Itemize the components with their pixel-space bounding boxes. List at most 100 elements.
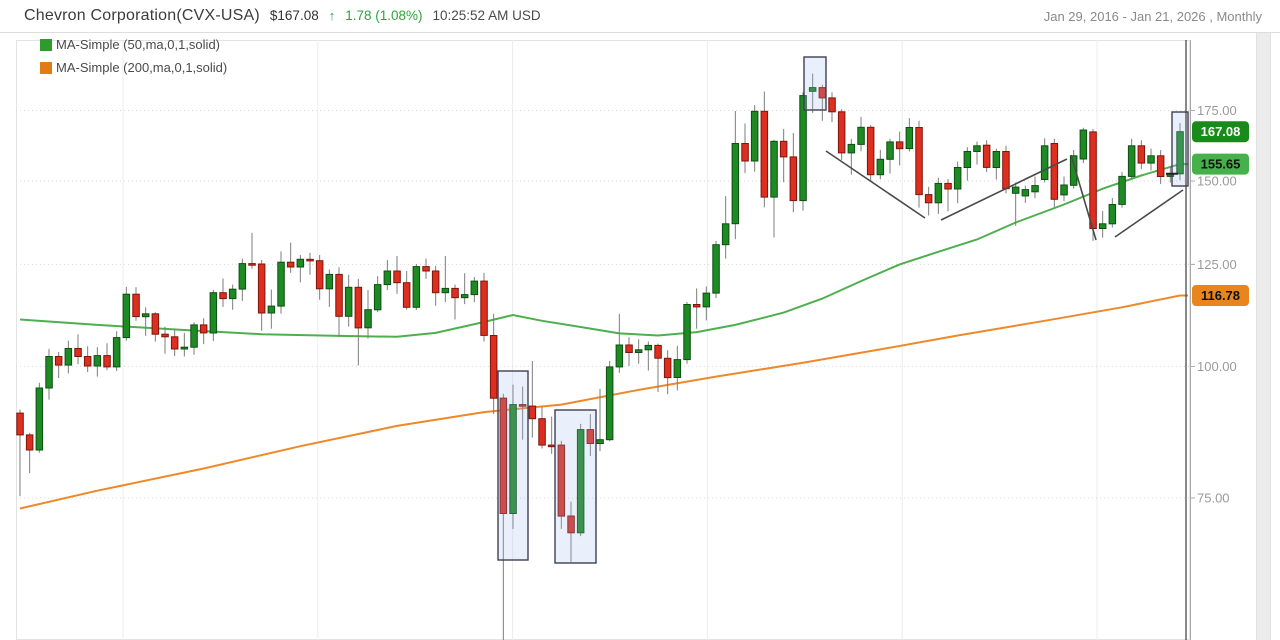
candle[interactable] xyxy=(141,313,150,318)
candle[interactable] xyxy=(364,309,372,329)
candle[interactable] xyxy=(1002,151,1010,190)
trendline[interactable] xyxy=(825,150,926,219)
candle[interactable] xyxy=(1069,155,1078,186)
candle[interactable] xyxy=(170,336,179,350)
candle[interactable] xyxy=(953,167,962,190)
legend-item-ma200[interactable]: MA-Simple (200,ma,0,1,solid) xyxy=(40,56,227,79)
candle[interactable] xyxy=(1089,131,1097,229)
candle[interactable] xyxy=(277,261,285,307)
candle[interactable] xyxy=(808,87,817,92)
candle[interactable] xyxy=(992,151,1001,168)
candle[interactable] xyxy=(373,284,382,311)
candle[interactable] xyxy=(586,429,595,445)
candle[interactable] xyxy=(973,145,981,153)
candle[interactable] xyxy=(654,344,662,359)
candle[interactable] xyxy=(238,263,247,290)
candle[interactable] xyxy=(248,263,256,266)
candle[interactable] xyxy=(151,313,160,335)
candle[interactable] xyxy=(905,127,914,150)
candle[interactable] xyxy=(770,140,778,198)
candles-layer[interactable] xyxy=(16,73,1184,640)
candle[interactable] xyxy=(683,304,691,361)
candle[interactable] xyxy=(789,156,798,202)
candle[interactable] xyxy=(228,288,237,300)
candle[interactable] xyxy=(325,273,334,290)
candle[interactable] xyxy=(412,266,421,308)
candle[interactable] xyxy=(122,293,131,339)
candle[interactable] xyxy=(460,294,469,299)
candle[interactable] xyxy=(721,223,730,246)
candle[interactable] xyxy=(866,126,875,176)
candle[interactable] xyxy=(257,263,266,314)
candle[interactable] xyxy=(383,270,392,286)
candle[interactable] xyxy=(1021,189,1030,197)
candle[interactable] xyxy=(16,412,24,436)
candle[interactable] xyxy=(567,515,575,534)
candle[interactable] xyxy=(760,110,769,198)
candle[interactable] xyxy=(895,141,904,150)
candle[interactable] xyxy=(93,355,102,367)
candle[interactable] xyxy=(180,346,189,350)
candle[interactable] xyxy=(673,359,682,379)
candle[interactable] xyxy=(934,182,943,204)
candle[interactable] xyxy=(528,405,537,420)
candle[interactable] xyxy=(83,356,92,367)
candle[interactable] xyxy=(112,337,121,368)
trendline[interactable] xyxy=(940,158,1068,221)
candle[interactable] xyxy=(45,356,53,389)
candle[interactable] xyxy=(209,292,218,334)
candle[interactable] xyxy=(799,95,807,202)
candle[interactable] xyxy=(296,258,305,268)
candle[interactable] xyxy=(1137,145,1146,164)
annotation-box[interactable] xyxy=(554,409,597,564)
candle[interactable] xyxy=(470,280,479,296)
right-scroll-gutter[interactable] xyxy=(1256,33,1271,640)
candle[interactable] xyxy=(828,97,836,113)
candle[interactable] xyxy=(1118,175,1126,205)
candle[interactable] xyxy=(634,349,643,353)
candle[interactable] xyxy=(644,344,653,351)
trendline[interactable] xyxy=(1114,189,1184,238)
candle[interactable] xyxy=(605,366,614,441)
candle[interactable] xyxy=(779,140,788,158)
candle[interactable] xyxy=(1079,129,1088,160)
candle[interactable] xyxy=(499,397,508,515)
candle[interactable] xyxy=(441,287,450,294)
candle[interactable] xyxy=(886,141,894,160)
candle[interactable] xyxy=(847,143,856,154)
candle[interactable] xyxy=(35,387,44,451)
candle[interactable] xyxy=(963,151,972,168)
trendline[interactable] xyxy=(1070,154,1097,241)
candle[interactable] xyxy=(1127,145,1136,177)
candle[interactable] xyxy=(1031,185,1039,193)
candle[interactable] xyxy=(576,429,585,534)
candle[interactable] xyxy=(702,292,711,308)
candle[interactable] xyxy=(1060,184,1068,196)
candle[interactable] xyxy=(315,260,324,290)
candle[interactable] xyxy=(924,194,933,204)
candle[interactable] xyxy=(692,304,701,308)
candle[interactable] xyxy=(663,357,672,379)
candle[interactable] xyxy=(857,126,865,145)
candle[interactable] xyxy=(625,344,633,353)
candle[interactable] xyxy=(489,335,498,399)
candle[interactable] xyxy=(915,127,923,196)
legend-item-ma50[interactable]: MA-Simple (50,ma,0,1,solid) xyxy=(40,33,227,56)
annotation-box[interactable] xyxy=(803,56,827,111)
candle[interactable] xyxy=(103,355,111,368)
candle[interactable] xyxy=(451,287,459,299)
candle[interactable] xyxy=(161,333,169,338)
candle[interactable] xyxy=(1040,145,1049,181)
candle[interactable] xyxy=(837,111,846,154)
candle[interactable] xyxy=(431,270,440,294)
candle[interactable] xyxy=(25,434,34,451)
candle[interactable] xyxy=(1156,155,1165,178)
candle[interactable] xyxy=(731,143,740,225)
candle[interactable] xyxy=(306,258,314,262)
candle[interactable] xyxy=(190,324,198,348)
candle[interactable] xyxy=(596,439,604,445)
candle[interactable] xyxy=(944,182,952,190)
candle[interactable] xyxy=(547,444,556,448)
candle[interactable] xyxy=(286,261,295,268)
candle[interactable] xyxy=(1011,186,1020,194)
